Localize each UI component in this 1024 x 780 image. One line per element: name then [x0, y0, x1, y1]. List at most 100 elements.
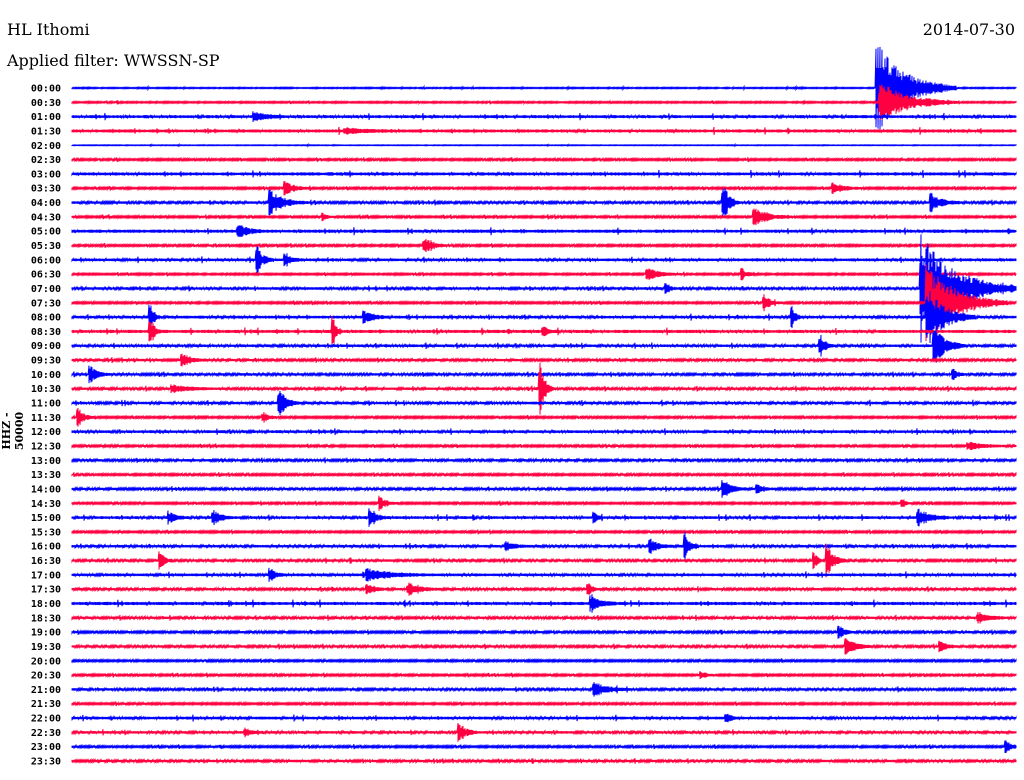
row-time-label: 00:00: [31, 84, 61, 95]
row-time-label: 19:00: [31, 628, 61, 639]
row-time-label: 23:00: [31, 742, 61, 753]
row-time-label: 16:00: [31, 542, 61, 553]
seismic-trace: [71, 700, 1017, 707]
seismic-trace: [71, 328, 1017, 363]
seismic-trace: [71, 234, 1017, 343]
seismic-trace: [71, 208, 1017, 226]
row-time-label: 09:30: [31, 356, 61, 367]
row-time-label: 20:30: [31, 671, 61, 682]
row-time-label: 03:00: [31, 169, 61, 180]
row-time-label: 02:00: [31, 141, 61, 152]
seismic-trace: [71, 111, 1017, 123]
row-time-label: 04:00: [31, 198, 61, 209]
row-time-label: 03:30: [31, 184, 61, 195]
row-time-label: 12:00: [31, 427, 61, 438]
row-time-label: 23:30: [31, 757, 61, 768]
date-label: 2014-07-30: [922, 20, 1015, 39]
seismic-trace: [71, 46, 1017, 130]
row-time-label: 15:30: [31, 527, 61, 538]
seismic-trace: [71, 142, 1017, 148]
seismic-trace: [71, 657, 1017, 664]
seismic-trace: [71, 126, 1017, 136]
row-time-label: 16:30: [31, 556, 61, 567]
seismic-trace: [71, 225, 1017, 238]
seismic-trace: [71, 169, 1017, 179]
seismic-trace: [71, 353, 1017, 367]
row-time-label: 02:30: [31, 155, 61, 166]
row-time-label: 10:00: [31, 370, 61, 381]
row-time-label: 09:00: [31, 341, 61, 352]
seismic-trace: [71, 671, 1017, 680]
row-time-label: 12:30: [31, 441, 61, 452]
seismic-trace: [71, 528, 1017, 535]
seismic-trace: [71, 407, 1017, 427]
filter-label: Applied filter: WWSSN-SP: [7, 51, 220, 70]
seismic-trace: [71, 188, 1017, 218]
seismic-trace: [71, 267, 1017, 281]
seismic-trace: [71, 365, 1017, 384]
seismic-trace: [71, 582, 1017, 596]
row-time-label: 20:00: [31, 656, 61, 667]
row-time-label: 22:00: [31, 714, 61, 725]
row-time-label: 01:00: [31, 112, 61, 123]
row-time-label: 18:00: [31, 599, 61, 610]
station-title: HL Ithomi: [7, 20, 90, 39]
row-time-label: 06:30: [31, 270, 61, 281]
seismic-trace: [71, 84, 1017, 120]
row-time-label: 17:00: [31, 570, 61, 581]
seismic-trace: [71, 713, 1017, 723]
seismic-trace: [71, 480, 1017, 498]
row-time-label: 10:30: [31, 384, 61, 395]
row-time-label: 19:30: [31, 642, 61, 653]
seismic-trace: [71, 594, 1017, 613]
row-time-label: 21:00: [31, 685, 61, 696]
seismic-trace: [71, 625, 1017, 639]
seismic-trace: [71, 567, 1017, 582]
row-time-label: 11:30: [31, 413, 61, 424]
seismic-trace: [71, 264, 1017, 342]
seismic-trace: [71, 471, 1017, 478]
seismic-trace: [71, 757, 1017, 765]
row-time-label: 01:30: [31, 126, 61, 137]
row-time-label: 14:30: [31, 499, 61, 510]
seismic-trace: [71, 441, 1017, 451]
seismic-trace: [71, 722, 1017, 742]
row-time-label: 06:00: [31, 255, 61, 266]
row-time-label: 22:30: [31, 728, 61, 739]
row-time-label: 11:00: [31, 399, 61, 410]
row-time-label: 18:30: [31, 613, 61, 624]
seismic-trace: [71, 428, 1017, 436]
seismic-trace: [71, 638, 1017, 655]
seismic-trace: [71, 390, 1017, 416]
row-time-label: 21:30: [31, 699, 61, 710]
seismic-trace: [71, 682, 1017, 697]
row-time-label: 17:30: [31, 585, 61, 596]
seismic-trace: [71, 181, 1017, 196]
row-time-label: 04:30: [31, 212, 61, 223]
seismic-trace: [71, 612, 1017, 624]
seismic-trace: [71, 316, 1017, 347]
row-time-label: 00:30: [31, 98, 61, 109]
row-time-label: 13:00: [31, 456, 61, 467]
row-time-label: 14:00: [31, 484, 61, 495]
seismic-trace: [71, 362, 1017, 415]
row-time-label: 07:30: [31, 298, 61, 309]
seismic-trace: [71, 508, 1017, 527]
seismic-trace: [71, 543, 1017, 578]
row-time-label: 08:00: [31, 313, 61, 324]
seismic-trace: [71, 531, 1017, 561]
row-time-label: 13:30: [31, 470, 61, 481]
seismic-trace: [71, 740, 1017, 753]
seismic-trace: [71, 246, 1017, 274]
row-time-label: 05:00: [31, 227, 61, 238]
row-time-label: 15:00: [31, 513, 61, 524]
seismic-trace: [71, 238, 1017, 253]
seismic-trace: [71, 457, 1017, 464]
seismic-trace: [71, 291, 1017, 344]
row-time-label: 05:30: [31, 241, 61, 252]
row-time-label: 08:30: [31, 327, 61, 338]
seismic-trace: [71, 495, 1017, 511]
seismic-trace: [71, 156, 1017, 163]
row-time-label: 07:00: [31, 284, 61, 295]
